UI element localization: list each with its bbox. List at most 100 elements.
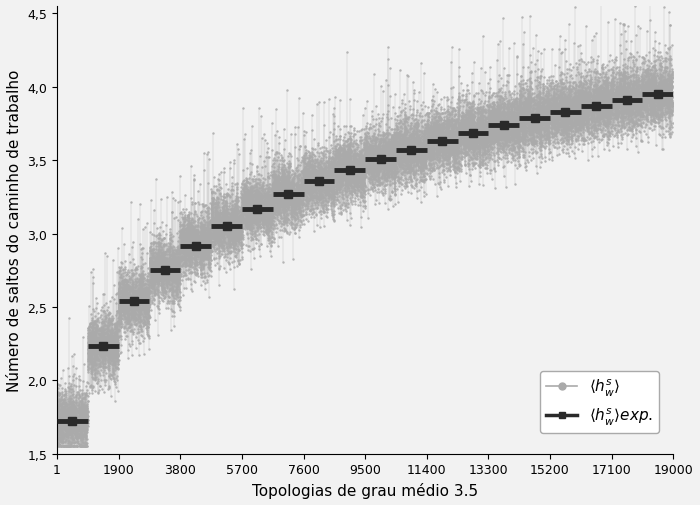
Point xyxy=(216,240,227,248)
Point xyxy=(659,80,670,88)
Point xyxy=(211,211,222,219)
Point xyxy=(349,167,360,175)
Point xyxy=(481,102,492,110)
Point xyxy=(304,152,316,160)
Point xyxy=(400,159,412,167)
Point xyxy=(439,146,450,155)
Point xyxy=(200,221,211,229)
Point xyxy=(577,83,588,91)
Point xyxy=(508,153,519,161)
Point xyxy=(178,228,189,236)
Point xyxy=(513,100,524,108)
Point xyxy=(276,154,288,162)
Point xyxy=(188,248,199,256)
Point xyxy=(482,138,493,146)
Point xyxy=(220,208,232,216)
Point xyxy=(79,406,90,414)
Point xyxy=(498,131,510,139)
Point xyxy=(580,89,591,97)
Point xyxy=(320,167,331,175)
Point xyxy=(462,125,473,133)
Point xyxy=(237,193,248,201)
Point xyxy=(482,137,493,145)
Point xyxy=(347,162,358,170)
Point xyxy=(120,257,131,265)
Point xyxy=(69,415,80,423)
Point xyxy=(103,336,114,344)
Point xyxy=(153,238,164,246)
Point xyxy=(279,214,290,222)
Point xyxy=(424,138,435,146)
Point xyxy=(547,85,558,93)
Point xyxy=(366,185,377,193)
Point xyxy=(72,433,83,441)
Point xyxy=(473,151,484,159)
Point xyxy=(299,184,310,192)
Point xyxy=(659,84,671,92)
Point xyxy=(430,132,441,140)
Point xyxy=(384,148,395,156)
Point xyxy=(505,150,516,159)
Point xyxy=(295,172,306,180)
Point xyxy=(267,185,279,193)
Point xyxy=(617,21,628,29)
Point xyxy=(658,76,669,84)
Point xyxy=(279,189,290,197)
Point xyxy=(99,315,111,323)
Point xyxy=(410,157,421,165)
Point xyxy=(564,103,575,111)
Point xyxy=(451,131,462,139)
Point xyxy=(319,185,330,193)
Point xyxy=(176,252,188,261)
Point xyxy=(309,193,321,201)
Point xyxy=(378,131,389,139)
Point xyxy=(498,117,510,125)
Point xyxy=(546,99,557,108)
Point xyxy=(67,418,78,426)
Point xyxy=(232,209,244,217)
Point xyxy=(172,271,183,279)
Point xyxy=(664,81,676,89)
Point xyxy=(99,343,110,351)
Point xyxy=(455,148,466,156)
Point xyxy=(454,130,465,138)
Point xyxy=(233,217,244,225)
Point xyxy=(304,154,316,162)
Point xyxy=(290,169,301,177)
Point xyxy=(138,302,149,310)
Point xyxy=(164,243,176,251)
Point xyxy=(229,214,240,222)
Point xyxy=(550,86,561,94)
Point xyxy=(302,189,314,197)
Point xyxy=(665,96,676,104)
Point xyxy=(503,146,514,154)
Point xyxy=(88,343,99,351)
Point xyxy=(454,120,465,128)
Point xyxy=(598,85,610,93)
Point xyxy=(349,148,360,156)
Point xyxy=(531,129,542,137)
Point xyxy=(209,222,220,230)
Point xyxy=(587,94,598,103)
Point xyxy=(153,241,164,249)
Point xyxy=(449,148,460,156)
Point xyxy=(592,86,603,94)
Point xyxy=(507,108,518,116)
Point xyxy=(657,81,668,89)
Point xyxy=(122,281,134,289)
Point xyxy=(509,115,520,123)
Point xyxy=(501,78,512,86)
Point xyxy=(129,292,140,300)
Point xyxy=(661,64,672,72)
Point xyxy=(76,442,87,450)
Point xyxy=(626,125,638,133)
Point xyxy=(408,141,419,149)
Point xyxy=(552,99,563,108)
Point xyxy=(309,192,320,200)
Point xyxy=(226,205,237,213)
Point xyxy=(236,234,247,242)
Point xyxy=(536,131,547,139)
Point xyxy=(303,183,314,191)
Point xyxy=(623,120,634,128)
Point xyxy=(110,337,121,345)
